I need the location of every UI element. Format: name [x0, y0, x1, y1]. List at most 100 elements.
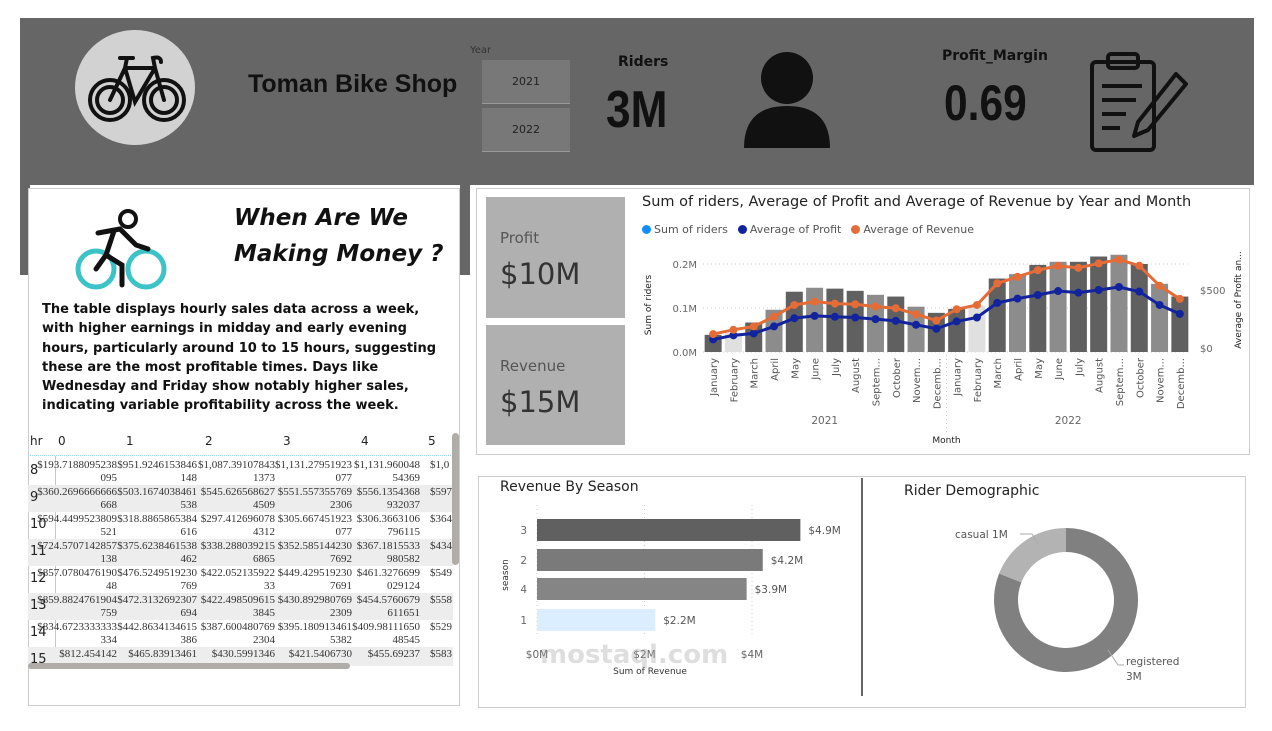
- revenue-point: [749, 322, 758, 331]
- column-header[interactable]: 0: [58, 434, 66, 448]
- year-option-2022[interactable]: 2022: [482, 108, 570, 152]
- revenue-point: [830, 299, 839, 308]
- revenue-point: [770, 312, 779, 321]
- revenue-point: [810, 297, 819, 306]
- profit-point: [993, 298, 1002, 307]
- table-cell: $724.5707142857138: [37, 540, 117, 565]
- table-cell: $364: [430, 513, 452, 525]
- revenue-point: [729, 325, 738, 334]
- row-header: 12: [30, 571, 47, 586]
- riders-bar: [907, 306, 925, 352]
- revenue-point: [1094, 259, 1103, 268]
- profit-margin-label: Profit_Margin: [942, 48, 1048, 64]
- riders-bar: [1151, 283, 1169, 352]
- month-label: July: [1074, 358, 1085, 377]
- profit-point: [952, 317, 961, 326]
- month-label: October: [892, 357, 903, 398]
- table-cell: $442.8634134615386: [117, 621, 197, 646]
- legend-item-revenue[interactable]: Average of Revenue: [851, 223, 974, 236]
- row-header: 9: [30, 490, 39, 505]
- revenue-point: [972, 300, 981, 309]
- header-bar-extension: [460, 185, 470, 275]
- season-label: 1: [520, 615, 527, 627]
- panel-divider: [861, 478, 863, 696]
- riders-bar: [1049, 261, 1067, 352]
- data-label: $4.2M: [771, 555, 803, 567]
- table-cell: $375.6238461538462: [117, 540, 197, 565]
- horizontal-scrollbar[interactable]: [28, 663, 350, 669]
- profit-point: [749, 329, 758, 338]
- column-header[interactable]: 1: [126, 434, 134, 448]
- legend-item-riders[interactable]: Sum of riders: [642, 223, 728, 236]
- insight-text: The table displays hourly sales data acr…: [42, 302, 437, 414]
- profit-point: [851, 313, 860, 322]
- table-cell: $551.5573557692306: [277, 486, 352, 511]
- month-label: June: [811, 358, 822, 381]
- column-header[interactable]: 4: [361, 434, 369, 448]
- legend-label: Sum of riders: [654, 223, 728, 236]
- season-bar: [537, 519, 801, 541]
- riders-bar: [988, 278, 1006, 352]
- table-cell: $472.3132692307694: [117, 594, 197, 619]
- table-cell: $834.6723333333334: [37, 621, 117, 646]
- month-label: October: [1135, 357, 1146, 398]
- table-cell: $193.7188095238095: [37, 459, 117, 484]
- month-label: January: [709, 358, 720, 397]
- riders-bar: [1171, 296, 1189, 352]
- table-cell: $409.9811165048545: [352, 621, 420, 646]
- month-label: August: [1095, 358, 1106, 393]
- column-header[interactable]: hr: [30, 434, 43, 448]
- table-cell: $430.5991346: [211, 648, 275, 660]
- revenue-point: [1114, 255, 1123, 264]
- profit-point: [770, 322, 779, 331]
- column-header[interactable]: 5: [428, 434, 436, 448]
- row-header: 13: [30, 598, 47, 613]
- legend-label: Average of Profit: [749, 223, 842, 236]
- season-bar: [537, 578, 747, 600]
- season-chart-title: Revenue By Season: [500, 479, 639, 495]
- y-axis-title: Sum of riders: [644, 274, 654, 335]
- year-label: 2021: [811, 415, 838, 427]
- app-title: Toman Bike Shop: [248, 70, 458, 98]
- row-header: 15: [30, 652, 47, 666]
- month-label: February: [973, 358, 984, 402]
- y-tick-label: 0.2M: [672, 260, 697, 271]
- row-header: 14: [30, 625, 47, 640]
- y-tick-label: 0.1M: [672, 304, 697, 315]
- month-label: Novem...: [1156, 358, 1167, 403]
- table-cell: $583: [430, 648, 452, 660]
- registered-slice: [994, 528, 1138, 672]
- table-cell: $352.5851442307692: [277, 540, 352, 565]
- revenue-card-label: Revenue: [500, 357, 566, 375]
- table-cell: $1,087.391078431373: [198, 459, 275, 484]
- riders-bar: [1029, 264, 1047, 352]
- year-option-2021[interactable]: 2021: [482, 60, 570, 104]
- legend-item-profit[interactable]: Average of Profit: [737, 223, 842, 236]
- table-cell: $422.05213592233: [200, 567, 275, 592]
- table-header: [28, 430, 453, 456]
- table-cell: $367.1815533980582: [356, 540, 420, 565]
- revenue-point: [1054, 261, 1063, 270]
- revenue-point: [932, 316, 941, 325]
- profit-point: [871, 315, 880, 324]
- month-label: February: [729, 358, 740, 402]
- year-slicer-label: Year: [470, 45, 492, 56]
- revenue-point: [1033, 266, 1042, 275]
- table-cell: $503.1674038461538: [117, 486, 197, 511]
- y2-axis-title: Average of Profit an...: [1234, 251, 1244, 349]
- table-cell: $1,131.96004854369: [354, 459, 420, 484]
- vertical-scrollbar[interactable]: [452, 433, 459, 565]
- table-row: 11 $724.5707142857138 $375.6238461538462 $3…: [28, 539, 453, 566]
- revenue-card-value: $15M: [500, 385, 581, 419]
- leader-line: [1020, 533, 1039, 545]
- month-label: April: [1014, 358, 1025, 381]
- casual-slice: [999, 528, 1066, 583]
- table-cell: $421.5406730: [288, 648, 352, 660]
- clipboard-pen-icon: [1086, 50, 1190, 158]
- column-header[interactable]: 3: [283, 434, 291, 448]
- x-axis-title: Sum of Revenue: [613, 667, 687, 677]
- row-header: 11: [30, 544, 47, 559]
- insight-title: When Are We Making Money ?: [234, 200, 443, 272]
- hourly-revenue-matrix[interactable]: hr 0 1 2 3 4 5 8 $193.7188095238095 $951.92461538…: [28, 430, 453, 666]
- column-header[interactable]: 2: [205, 434, 213, 448]
